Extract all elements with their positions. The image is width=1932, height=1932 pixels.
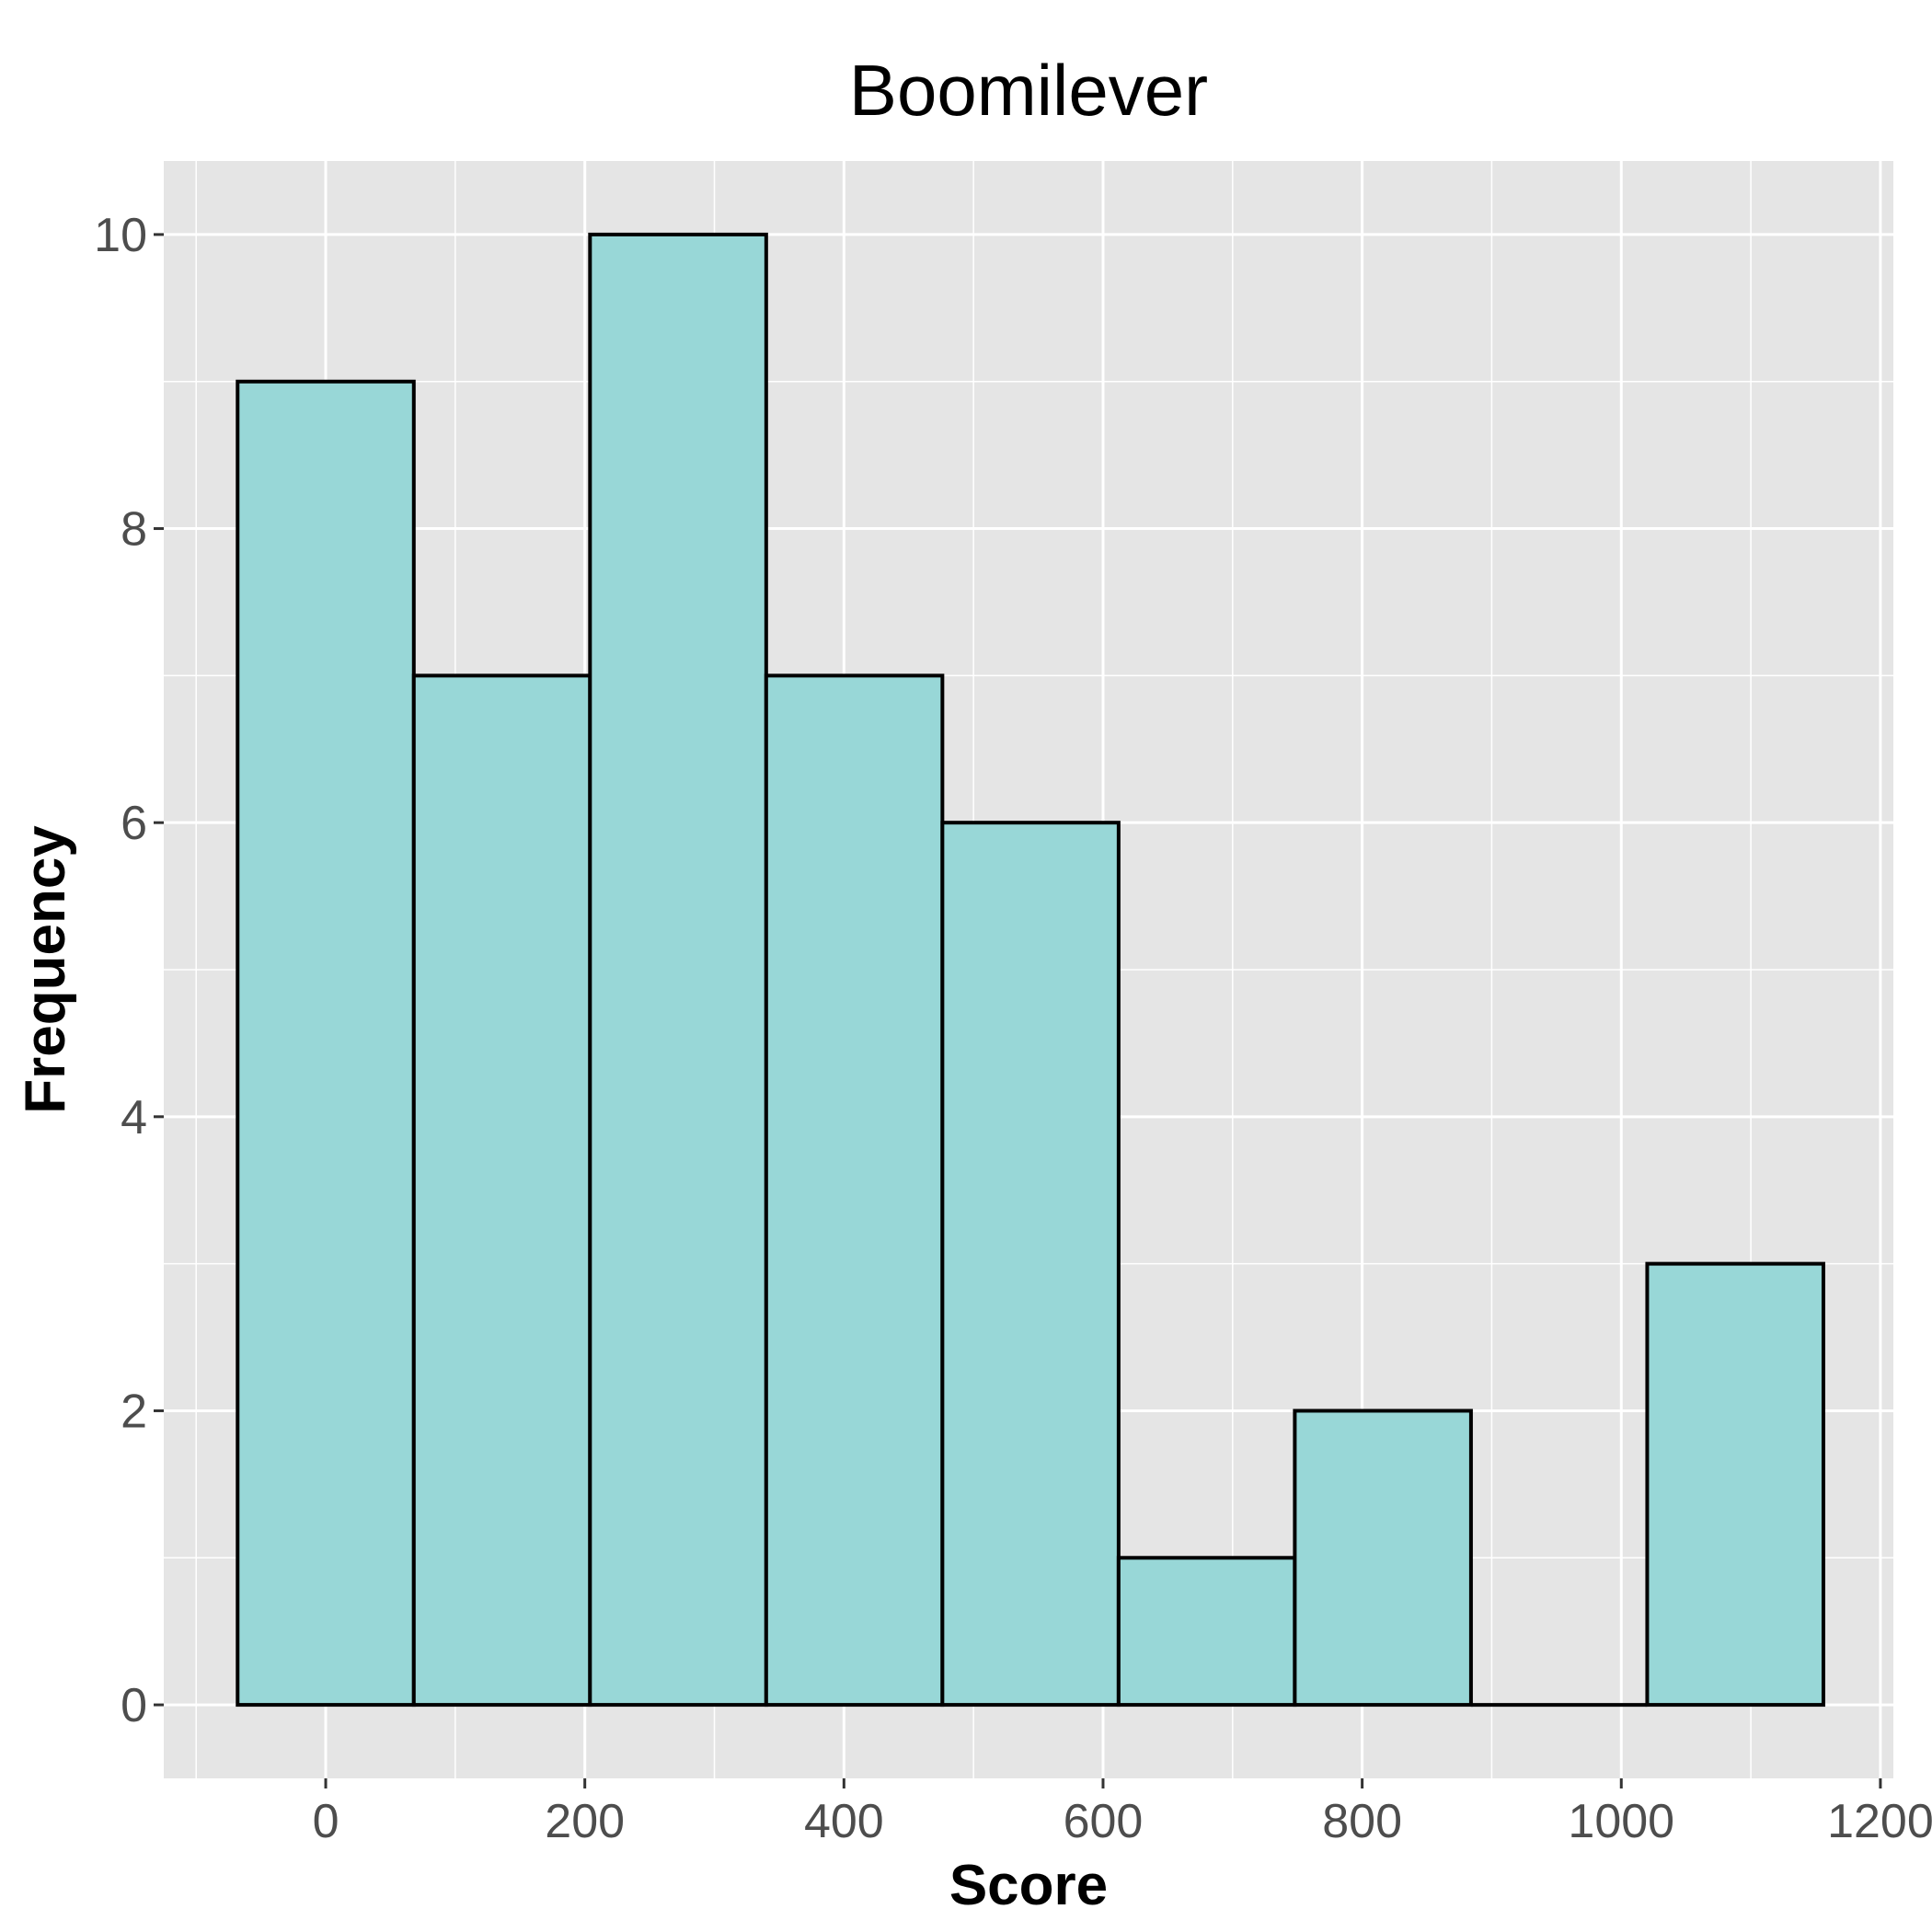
histogram-bar: [588, 232, 768, 1708]
axes: 0 200 400 600 800 1000 1200 0 2 4 6 8 10: [94, 209, 1932, 1848]
y-tick-label: 6: [121, 797, 147, 850]
y-tick-label: 0: [121, 1679, 147, 1732]
x-axis-title: Score: [949, 1854, 1108, 1917]
histogram-bar: [1293, 1409, 1473, 1708]
histogram-bar: [411, 673, 592, 1708]
x-tick-label: 600: [1064, 1795, 1144, 1848]
histogram-bar: [1645, 1261, 1825, 1708]
x-tick-label: 0: [313, 1795, 339, 1848]
x-tick-label: 1200: [1827, 1795, 1932, 1848]
histogram-bar: [764, 673, 945, 1708]
x-tick-label: 800: [1322, 1795, 1402, 1848]
histogram-bar: [1116, 1556, 1297, 1708]
y-tick-label: 2: [121, 1385, 147, 1438]
y-axis-title: Frequency: [14, 825, 77, 1114]
y-tick-label: 4: [121, 1091, 147, 1144]
histogram-bar: [236, 379, 416, 1708]
histogram-bar: [940, 821, 1121, 1708]
x-tick-label: 400: [804, 1795, 884, 1848]
y-tick-label: 10: [94, 209, 147, 262]
y-tick-label: 8: [121, 503, 147, 557]
x-tick-label: 1000: [1568, 1795, 1674, 1848]
histogram-bars: [236, 232, 1825, 1708]
x-tick-label: 200: [545, 1795, 625, 1848]
chart-title: Boomilever: [849, 50, 1208, 131]
